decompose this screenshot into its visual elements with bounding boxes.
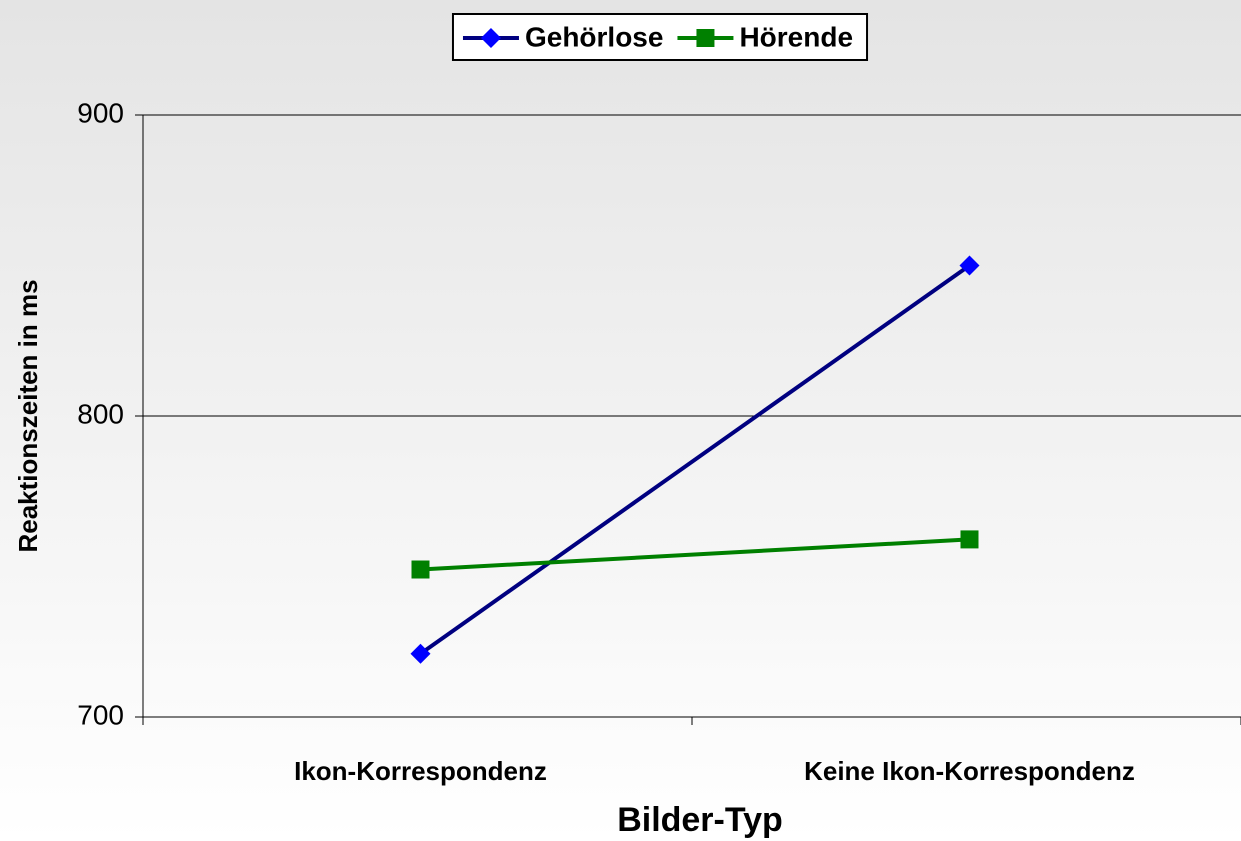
y-tick-label: 800: [77, 398, 124, 429]
marker: [959, 255, 980, 276]
legend: Gehörlose Hörende: [451, 13, 869, 61]
x-tick-label: Ikon-Korrespondenz: [294, 756, 547, 786]
legend-label: Gehörlose: [525, 21, 663, 52]
marker: [696, 29, 715, 47]
marker: [480, 28, 501, 48]
x-axis-title: Bilder-Typ: [617, 801, 783, 839]
x-tick-label: Keine Ikon-Korrespondenz: [804, 756, 1135, 786]
legend-box: [451, 13, 869, 61]
marker: [410, 643, 431, 664]
marker: [411, 560, 430, 579]
series-line: [419, 263, 971, 656]
series-line: [420, 537, 970, 572]
legend-label: Hörende: [739, 21, 853, 52]
marker: [960, 530, 979, 549]
y-axis-title: Reaktionszeiten in ms: [13, 279, 43, 552]
y-tick-label: 700: [77, 699, 124, 730]
y-tick-label: 900: [77, 97, 124, 128]
